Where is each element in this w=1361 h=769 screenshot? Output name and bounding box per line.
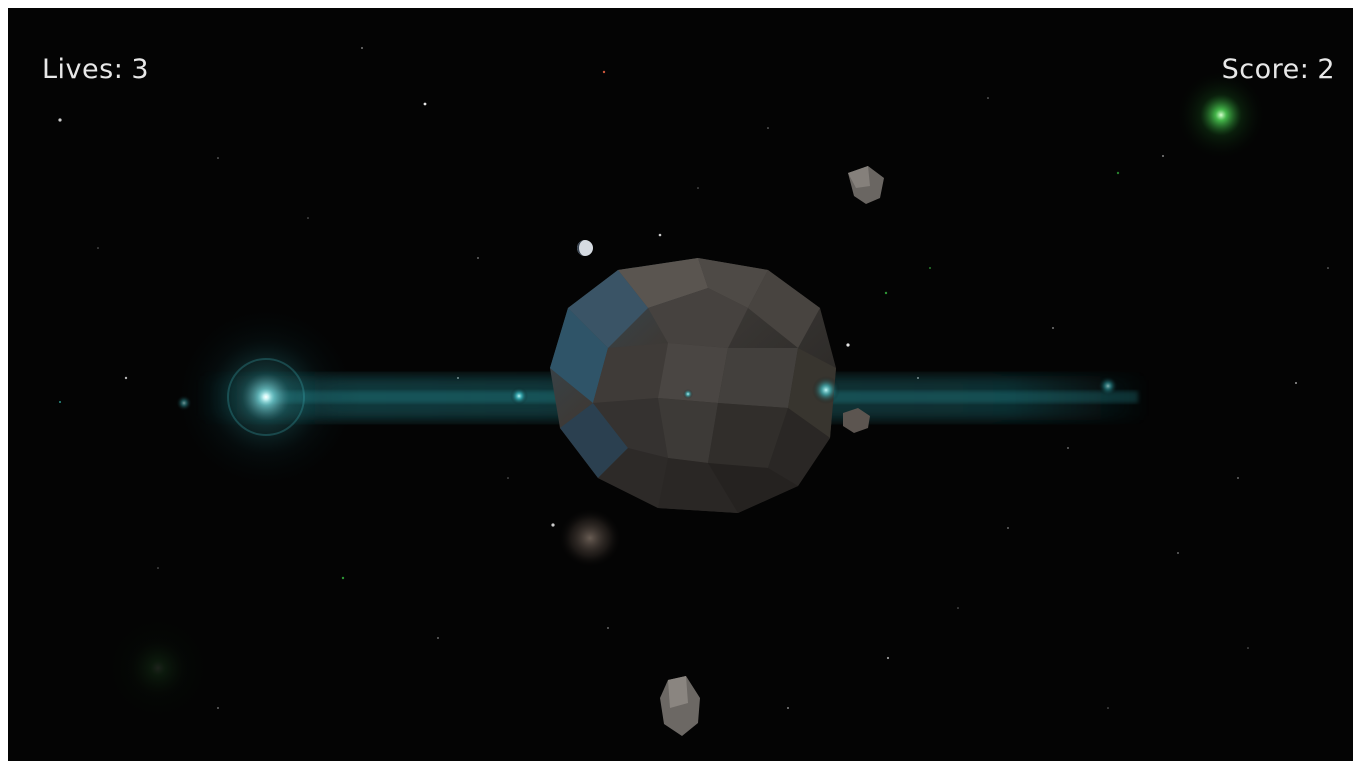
score-value: 2 — [1317, 54, 1335, 85]
game-viewport[interactable]: Lives: 3 Score: 2 — [8, 8, 1353, 761]
moon-icon — [577, 240, 593, 256]
lives-label: Lives: — [42, 54, 124, 85]
faint-nebula — [98, 608, 218, 728]
green-star-icon — [1175, 69, 1267, 161]
cyan-glow-small — [510, 387, 528, 405]
cyan-glow-planet-edge — [812, 376, 840, 404]
dust-cloud-icon — [558, 508, 622, 568]
space-scene — [58, 47, 1329, 736]
lives-value: 3 — [131, 54, 149, 85]
player-ship-icon — [232, 363, 300, 431]
lives-counter: Lives: 3 — [42, 54, 149, 85]
score-counter: Score: 2 — [1222, 54, 1335, 85]
planet-icon — [550, 258, 836, 513]
asteroid-small-icon — [843, 408, 870, 433]
score-label: Score: — [1221, 54, 1310, 85]
